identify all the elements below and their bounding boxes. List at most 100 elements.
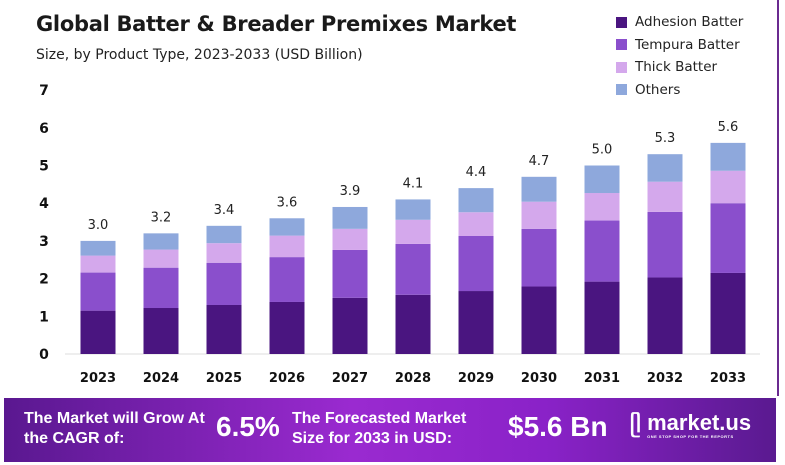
x-tick-label: 2025 <box>206 371 242 386</box>
bar-segment <box>206 262 242 305</box>
bar-total-label: 3.6 <box>277 195 298 210</box>
bar-segment <box>332 206 368 229</box>
bar-segment <box>143 267 179 309</box>
bar-total-label: 4.1 <box>403 176 424 191</box>
x-tick-label: 2032 <box>647 371 683 386</box>
logo-name: market.us <box>647 410 752 435</box>
bar-segment <box>80 240 116 256</box>
bar-total-label: 3.9 <box>340 184 361 199</box>
bar-segment <box>584 165 620 194</box>
y-tick-label: 2 <box>39 272 49 288</box>
bar-total-label: 4.4 <box>466 165 487 180</box>
bar-segment <box>269 301 305 354</box>
bar-segment <box>521 176 557 202</box>
bar-segment <box>269 235 305 258</box>
cagr-label: The Market will Grow At the CAGR of: <box>24 410 205 447</box>
legend-swatch <box>616 61 627 73</box>
market-us-logo: ᥫ market.us ONE STOP SHOP FOR THE REPORT… <box>630 410 751 439</box>
bar-segment <box>647 211 683 278</box>
y-tick-label: 1 <box>39 309 49 325</box>
bar-segment <box>80 272 116 311</box>
legend-item-others: Others <box>616 79 743 102</box>
bar-segment <box>395 243 431 295</box>
bar-segment <box>269 257 305 302</box>
cagr-value: 6.5% <box>216 411 280 442</box>
bar-total-label: 3.0 <box>88 218 109 233</box>
bar-segment <box>521 201 557 229</box>
bar-segment <box>710 142 746 171</box>
chart-title: Global Batter & Breader Premixes Market <box>36 12 517 36</box>
bar-segment <box>458 188 494 213</box>
x-tick-label: 2033 <box>710 371 746 386</box>
bar-segment <box>395 199 431 220</box>
legend: Adhesion Batter Tempura Batter Thick Bat… <box>616 11 743 101</box>
x-tick-label: 2026 <box>269 371 305 386</box>
bar-segment <box>332 297 368 354</box>
bar-segment <box>647 277 683 354</box>
bar-total-label: 4.7 <box>529 154 550 169</box>
x-tick-label: 2028 <box>395 371 431 386</box>
bar-total-label: 3.4 <box>214 203 235 218</box>
legend-label: Thick Batter <box>635 59 718 76</box>
bar-segment <box>710 170 746 204</box>
bar-segment <box>647 154 683 182</box>
chart-subtitle: Size, by Product Type, 2023-2033 (USD Bi… <box>36 47 363 63</box>
bar-segment <box>521 286 557 354</box>
logo-tagline: ONE STOP SHOP FOR THE REPORTS <box>647 434 734 439</box>
x-tick-label: 2030 <box>521 371 557 386</box>
bar-segment <box>80 310 116 354</box>
bar-segment <box>143 308 179 354</box>
bar-segment <box>395 219 431 244</box>
stacked-bar-chart: 0 1 2 3 4 5 6 7 3.0 2023 3.2 2024 3.4 2025 3.6 2026 3.9 2… <box>39 83 760 386</box>
summary-banner: The Market will Grow At the CAGR of: 6.5… <box>4 398 776 462</box>
bar-segment <box>710 272 746 354</box>
chart-frame <box>777 0 779 396</box>
forecast-value: $5.6 Bn <box>508 411 608 442</box>
y-tick-label: 5 <box>39 159 49 175</box>
bar-total-label: 5.6 <box>718 120 739 135</box>
bar-segment <box>710 203 746 273</box>
bar-total-label: 5.0 <box>592 143 613 158</box>
legend-item-tempura: Tempura Batter <box>616 34 743 57</box>
bar-segment <box>521 228 557 287</box>
bar-segment <box>206 304 242 354</box>
legend-swatch <box>616 39 627 51</box>
bar-segment <box>206 225 242 244</box>
bar-segment <box>584 193 620 221</box>
legend-label: Adhesion Batter <box>635 14 744 31</box>
bar-segment <box>143 233 179 250</box>
bar-segment <box>584 220 620 282</box>
y-tick-label: 6 <box>39 121 49 137</box>
bar-segment <box>458 212 494 236</box>
legend-label: Tempura Batter <box>635 36 740 53</box>
legend-item-adhesion: Adhesion Batter <box>616 11 743 34</box>
y-tick-label: 0 <box>39 347 49 363</box>
bar-segment <box>206 243 242 263</box>
x-tick-label: 2027 <box>332 371 368 386</box>
bar-segment <box>143 249 179 268</box>
x-tick-label: 2029 <box>458 371 494 386</box>
bar-total-label: 3.2 <box>151 210 172 225</box>
bar-segment <box>332 228 368 250</box>
bar-segment <box>458 291 494 354</box>
bar-segment <box>80 255 116 273</box>
y-tick-label: 4 <box>39 196 49 212</box>
bar-segment <box>647 181 683 212</box>
x-tick-label: 2024 <box>143 371 179 386</box>
forecast-label: The Forecasted Market Size for 2033 in U… <box>292 410 467 447</box>
bar-segment <box>584 281 620 354</box>
bar-segment <box>269 218 305 236</box>
y-tick-label: 7 <box>39 83 49 99</box>
logo-icon: ᥫ <box>630 411 642 437</box>
bar-segment <box>458 235 494 292</box>
x-tick-label: 2023 <box>80 371 116 386</box>
y-tick-label: 3 <box>39 234 49 250</box>
x-tick-label: 2031 <box>584 371 620 386</box>
bar-total-label: 5.3 <box>655 131 676 146</box>
legend-swatch <box>616 84 627 96</box>
bar-segment <box>395 294 431 354</box>
legend-swatch <box>616 16 627 28</box>
legend-item-thick: Thick Batter <box>616 56 743 79</box>
bar-segment <box>332 249 368 298</box>
legend-label: Others <box>635 81 681 98</box>
